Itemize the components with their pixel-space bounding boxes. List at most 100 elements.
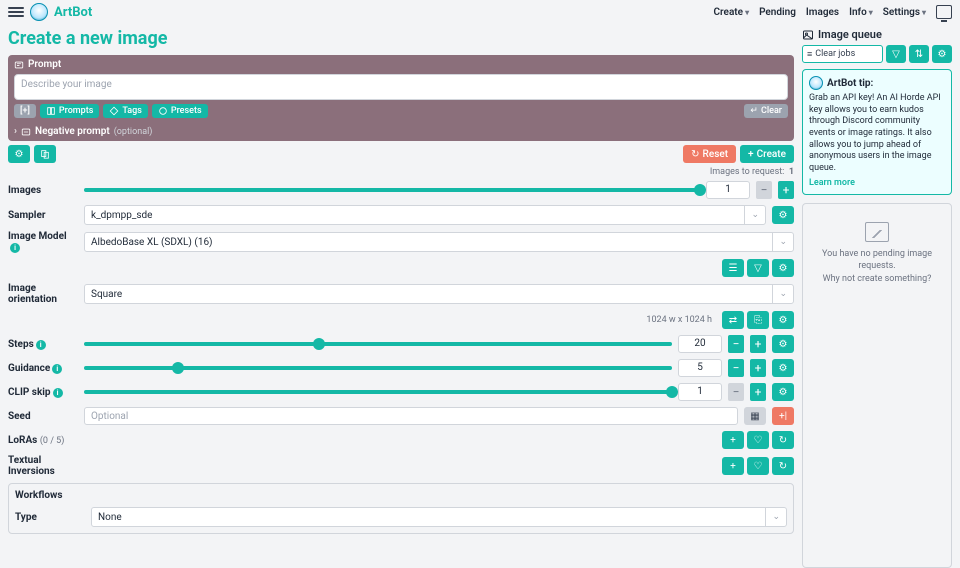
queue-head: Image queue: [802, 28, 952, 41]
ti-history-button[interactable]: ↻: [772, 457, 794, 475]
queue-filter-button[interactable]: ▽: [886, 45, 906, 63]
seed-grid-button[interactable]: ▦: [744, 407, 766, 425]
steps-dec[interactable]: −: [728, 335, 744, 353]
chevron-down-icon: ⌄: [765, 508, 780, 526]
nav-create[interactable]: Create▾: [714, 7, 750, 18]
guidance-inc[interactable]: +: [750, 359, 766, 377]
list-icon: ≡: [807, 49, 812, 60]
queue-settings-button[interactable]: ⚙: [932, 45, 952, 63]
plus-icon: +: [748, 149, 754, 160]
loras-fav-button[interactable]: ♡: [747, 431, 769, 449]
clip-inc[interactable]: +: [750, 383, 766, 401]
tip-box: ArtBot tip: Grab an API key! An AI Horde…: [802, 69, 952, 195]
tags-label: Tags: [122, 106, 142, 116]
ti-add-button[interactable]: +: [722, 457, 744, 475]
prompt-icon: [14, 60, 24, 70]
guidance-input[interactable]: 5: [678, 359, 722, 377]
model-value: AlbedoBase XL (SDXL) (16): [91, 237, 213, 248]
orientation-select[interactable]: Square⌄: [84, 284, 794, 304]
info-icon[interactable]: i: [52, 364, 62, 374]
prompt-panel: Prompt Describe your image [+] Prompts T…: [8, 55, 794, 141]
seed-random-button[interactable]: +|: [772, 407, 794, 425]
learn-more-link[interactable]: Learn more: [809, 178, 945, 188]
presets-label: Presets: [171, 106, 202, 116]
clear-button[interactable]: ↵Clear: [744, 104, 788, 118]
steps-inc[interactable]: +: [750, 335, 766, 353]
clip-input[interactable]: 1: [678, 383, 722, 401]
guidance-label: Guidancei: [8, 363, 78, 374]
images-slider[interactable]: [84, 188, 700, 192]
workflows-panel: Workflows Type None⌄: [8, 483, 794, 534]
images-dec[interactable]: −: [756, 181, 772, 199]
copy-icon-button[interactable]: [34, 145, 56, 163]
images-input[interactable]: 1: [706, 181, 750, 199]
info-icon[interactable]: i: [53, 388, 63, 398]
chevron-down-icon: ⌄: [744, 206, 759, 224]
brand-name[interactable]: ArtBot: [54, 5, 92, 20]
steps-slider[interactable]: [84, 342, 672, 346]
negative-icon: [21, 127, 31, 137]
prompts-button[interactable]: Prompts: [40, 104, 99, 118]
reset-icon: ↻: [691, 149, 699, 160]
queue-body: You have no pending image requests.Why n…: [802, 203, 952, 568]
info-icon[interactable]: i: [36, 340, 46, 350]
shuffle-button[interactable]: ⇄: [722, 311, 744, 329]
tip-head-label: ArtBot tip:: [827, 78, 873, 89]
prompt-input[interactable]: Describe your image: [14, 74, 788, 100]
clip-dec[interactable]: −: [728, 383, 744, 401]
guidance-settings[interactable]: ⚙: [772, 359, 794, 377]
guidance-slider[interactable]: [84, 366, 672, 370]
clear-jobs-button[interactable]: ≡Clear jobs: [802, 45, 883, 63]
seed-input[interactable]: Optional: [84, 407, 738, 425]
display-icon[interactable]: [936, 5, 952, 19]
nav-info-label: Info: [849, 7, 867, 18]
chevron-right-icon[interactable]: ›: [14, 126, 17, 137]
tag-icon: [109, 106, 119, 116]
nav-pending-label: Pending: [759, 7, 796, 18]
clip-label: CLIP skipi: [8, 387, 78, 398]
tip-body: Grab an API key! An AI Horde API key all…: [809, 93, 945, 175]
workflow-type-select[interactable]: None⌄: [91, 507, 787, 527]
create-button[interactable]: +Create: [740, 145, 794, 163]
steps-input[interactable]: 20: [678, 335, 722, 353]
loras-history-button[interactable]: ↻: [772, 431, 794, 449]
image-icon: [802, 29, 814, 41]
presets-button[interactable]: Presets: [152, 104, 208, 118]
info-icon[interactable]: i: [10, 243, 20, 253]
chevron-down-icon: ▾: [869, 8, 873, 17]
queue-sort-button[interactable]: ⇅: [909, 45, 929, 63]
nav-info[interactable]: Info▾: [849, 7, 873, 18]
dimensions-text: 1024 w x 1024 h: [646, 315, 712, 325]
reset-button[interactable]: ↻Reset: [683, 145, 736, 163]
clip-slider[interactable]: [84, 390, 672, 394]
orient-settings-button[interactable]: ⚙: [772, 311, 794, 329]
clip-settings[interactable]: ⚙: [772, 383, 794, 401]
menu-icon[interactable]: [8, 4, 24, 20]
chevron-down-icon: ⌄: [772, 285, 787, 303]
images-inc[interactable]: +: [778, 181, 794, 199]
nav-images[interactable]: Images: [806, 7, 839, 18]
model-select[interactable]: AlbedoBase XL (SDXL) (16)⌄: [84, 232, 794, 252]
nav-pending[interactable]: Pending: [759, 7, 796, 18]
tip-icon: [809, 76, 823, 90]
nav-settings[interactable]: Settings▾: [883, 7, 926, 18]
nav-settings-label: Settings: [883, 7, 920, 18]
sampler-select[interactable]: k_dpmpp_sde⌄: [84, 205, 766, 225]
expand-button[interactable]: [+]: [14, 104, 36, 118]
guidance-dec[interactable]: −: [728, 359, 744, 377]
loras-add-button[interactable]: +: [722, 431, 744, 449]
model-list-button[interactable]: ☰: [722, 259, 744, 277]
clear-label: Clear: [761, 106, 782, 116]
sampler-settings[interactable]: ⚙: [772, 206, 794, 224]
ti-fav-button[interactable]: ♡: [747, 457, 769, 475]
arrow-icon: ↵: [750, 106, 758, 116]
copy-icon: [40, 149, 50, 159]
nav-images-label: Images: [806, 7, 839, 18]
link-button[interactable]: ⎘: [747, 311, 769, 329]
settings-icon-button[interactable]: ⚙: [8, 145, 30, 163]
model-filter-button[interactable]: ▽: [747, 259, 769, 277]
prompt-placeholder: Describe your image: [21, 79, 112, 90]
tags-button[interactable]: Tags: [103, 104, 148, 118]
model-settings-button[interactable]: ⚙: [772, 259, 794, 277]
steps-settings[interactable]: ⚙: [772, 335, 794, 353]
